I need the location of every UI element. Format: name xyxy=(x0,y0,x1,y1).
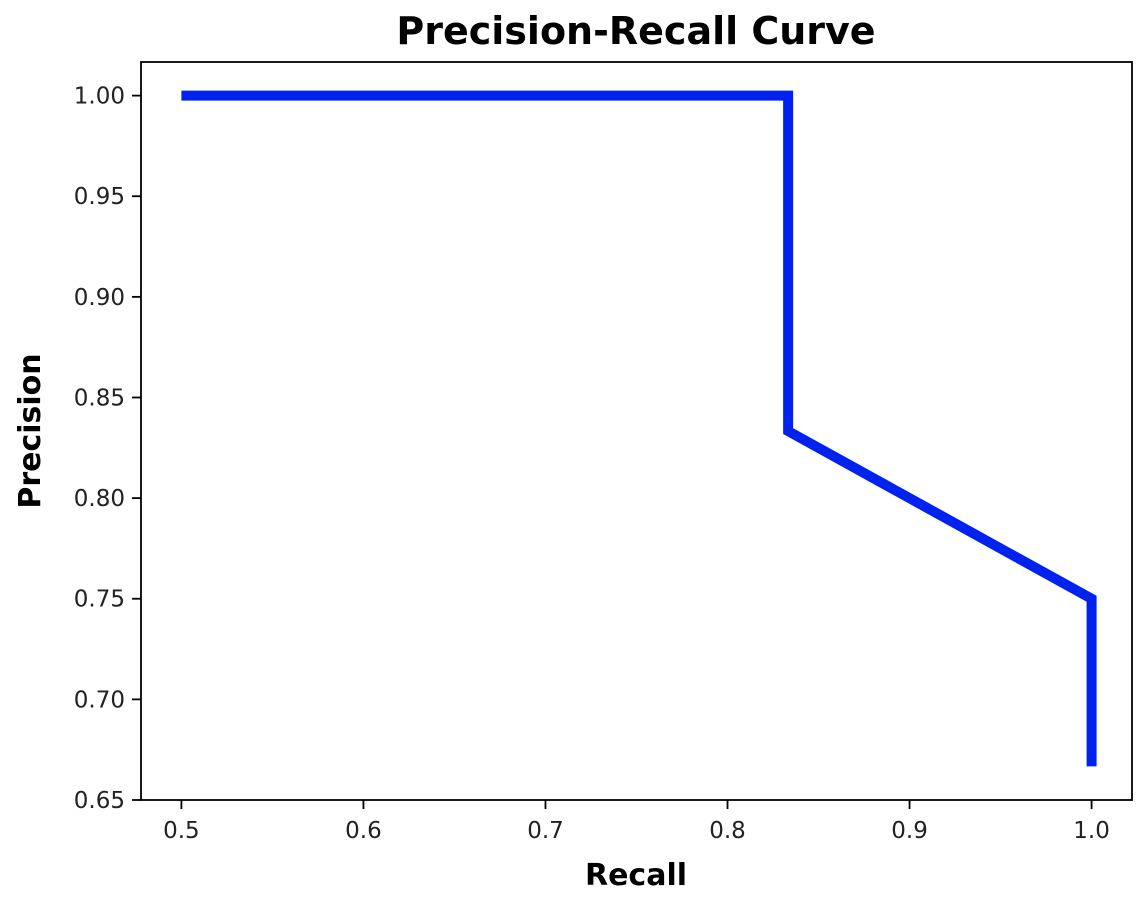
x-tick-label: 0.5 xyxy=(163,818,200,844)
chart-title: Precision-Recall Curve xyxy=(396,9,875,53)
x-tick-label: 1.0 xyxy=(1073,818,1110,844)
x-axis-label: Recall xyxy=(585,858,687,893)
y-tick-label: 0.85 xyxy=(74,385,125,411)
y-tick-label: 0.90 xyxy=(74,285,125,311)
y-axis-label: Precision xyxy=(13,353,48,508)
plot-frame xyxy=(140,61,1133,801)
y-tick-label: 0.70 xyxy=(74,687,125,713)
precision-recall-line xyxy=(181,90,1097,767)
x-axis: 0.5 0.6 0.7 0.8 0.9 1.0 xyxy=(163,800,1110,844)
y-tick-label: 0.75 xyxy=(74,587,125,613)
y-tick-label: 0.65 xyxy=(74,788,125,814)
y-tick-label: 0.80 xyxy=(74,486,125,512)
plot-area xyxy=(140,61,1133,801)
x-tick-label: 0.7 xyxy=(527,818,564,844)
y-axis: 0.65 0.70 0.75 0.80 0.85 0.90 0.95 1.00 xyxy=(74,84,141,814)
x-tick-label: 0.6 xyxy=(345,818,382,844)
y-tick-label: 0.95 xyxy=(74,184,125,210)
x-tick-label: 0.9 xyxy=(891,818,928,844)
series-layer xyxy=(181,90,1097,767)
x-tick-label: 0.8 xyxy=(709,818,746,844)
y-tick-label: 1.00 xyxy=(74,84,125,110)
